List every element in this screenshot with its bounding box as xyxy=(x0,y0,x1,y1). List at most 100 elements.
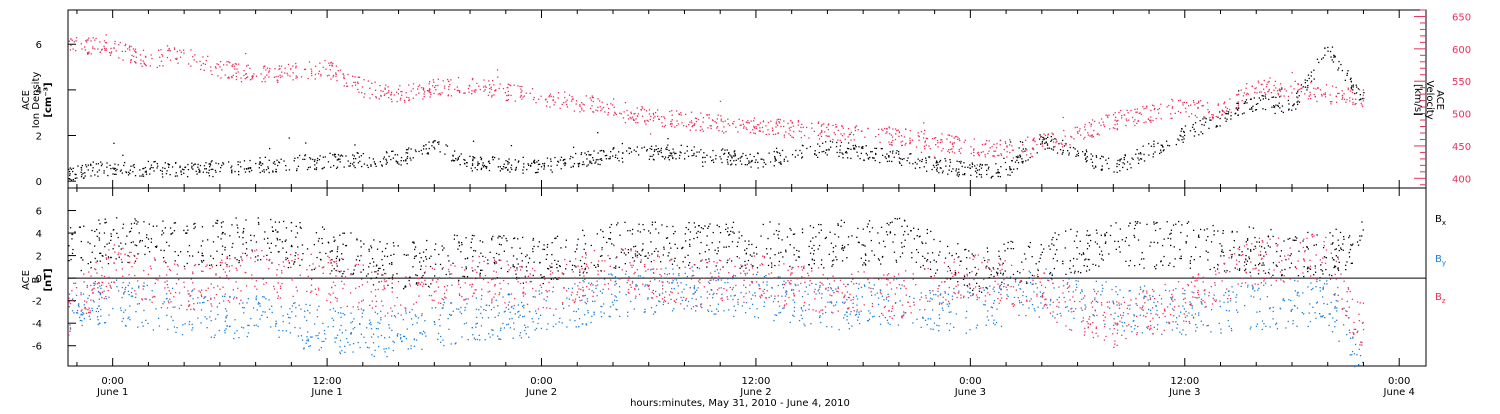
density-point xyxy=(77,165,78,166)
velocity-point xyxy=(1336,96,1337,97)
velocity-point xyxy=(1161,118,1162,119)
density-point xyxy=(75,178,76,179)
bx-point xyxy=(1289,267,1290,268)
density-point xyxy=(411,148,412,149)
by-point xyxy=(1334,326,1335,327)
density-point xyxy=(850,149,851,150)
bx-point xyxy=(134,218,135,219)
density-point xyxy=(234,171,235,172)
velocity-point xyxy=(521,86,522,87)
bx-point xyxy=(713,232,714,233)
density-point xyxy=(177,175,178,176)
density-point xyxy=(1305,87,1306,88)
velocity-point xyxy=(547,101,548,102)
by-point xyxy=(123,282,124,283)
bx-point xyxy=(778,252,779,253)
velocity-point xyxy=(545,99,546,100)
velocity-point xyxy=(492,80,493,81)
bx-point xyxy=(381,259,382,260)
velocity-point xyxy=(469,85,470,86)
density-point xyxy=(81,176,82,177)
by-point xyxy=(217,306,218,307)
bx-point xyxy=(1181,258,1182,259)
velocity-point xyxy=(1204,117,1205,118)
bx-point xyxy=(584,263,585,264)
velocity-point xyxy=(1350,90,1351,91)
by-point xyxy=(794,302,795,303)
density-point xyxy=(719,156,720,157)
velocity-point xyxy=(747,122,748,123)
bx-point xyxy=(1085,258,1086,259)
bx-point xyxy=(1281,270,1282,271)
density-point xyxy=(787,161,788,162)
velocity-point xyxy=(1290,86,1291,87)
by-point xyxy=(885,317,886,318)
bx-point xyxy=(1298,251,1299,252)
bx-point xyxy=(1329,232,1330,233)
by-point xyxy=(414,346,415,347)
velocity-tick-label-3: 550 xyxy=(1452,77,1471,88)
velocity-point xyxy=(1202,105,1203,106)
bx-point xyxy=(291,222,292,223)
by-point xyxy=(225,328,226,329)
bx-point xyxy=(688,265,689,266)
by-point xyxy=(1192,308,1193,309)
velocity-point xyxy=(566,104,567,105)
bx-point xyxy=(862,244,863,245)
bx-point xyxy=(574,265,575,266)
velocity-point xyxy=(770,121,771,122)
bx-point xyxy=(119,257,120,258)
bx-point xyxy=(999,256,1000,257)
velocity-point xyxy=(211,74,212,75)
bx-point xyxy=(295,255,296,256)
bx-point xyxy=(727,260,728,261)
velocity-point xyxy=(1036,144,1037,145)
velocity-point xyxy=(804,135,805,136)
velocity-point xyxy=(581,102,582,103)
velocity-point xyxy=(1167,106,1168,107)
by-point xyxy=(99,286,100,287)
bx-point xyxy=(1288,239,1289,240)
density-point xyxy=(1262,108,1263,109)
density-point xyxy=(274,164,275,165)
velocity-point xyxy=(1152,120,1153,121)
velocity-point xyxy=(1128,112,1129,113)
density-point xyxy=(774,151,775,152)
density-point xyxy=(684,158,685,159)
bx-point xyxy=(285,239,286,240)
density-point xyxy=(308,167,309,168)
velocity-point xyxy=(818,121,819,122)
velocity-point xyxy=(458,77,459,78)
bx-point xyxy=(547,244,548,245)
velocity-tick-label-1: 450 xyxy=(1452,142,1471,153)
by-point xyxy=(479,335,480,336)
bx-point xyxy=(113,248,114,249)
bx-point xyxy=(594,265,595,266)
velocity-point xyxy=(1099,122,1100,123)
density-point xyxy=(1288,109,1289,110)
bx-point xyxy=(1052,237,1053,238)
bx-point xyxy=(1137,221,1138,222)
bx-point xyxy=(452,263,453,264)
bx-point xyxy=(1078,271,1079,272)
density-point xyxy=(901,165,902,166)
by-point xyxy=(492,330,493,331)
density-point xyxy=(426,148,427,149)
density-point xyxy=(145,167,146,168)
bx-point xyxy=(139,232,140,233)
velocity-point xyxy=(642,116,643,117)
bx-point xyxy=(495,261,496,262)
velocity-point xyxy=(725,120,726,121)
velocity-point xyxy=(601,108,602,109)
velocity-point xyxy=(733,121,734,122)
velocity-point xyxy=(97,48,98,49)
bx-point xyxy=(222,246,223,247)
density-point xyxy=(866,145,867,146)
bx-point xyxy=(187,230,188,231)
bx-point xyxy=(922,243,923,244)
bx-point xyxy=(708,249,709,250)
velocity-point xyxy=(571,101,572,102)
bx-point xyxy=(1159,228,1160,229)
velocity-point xyxy=(210,70,211,71)
bx-point xyxy=(603,237,604,238)
